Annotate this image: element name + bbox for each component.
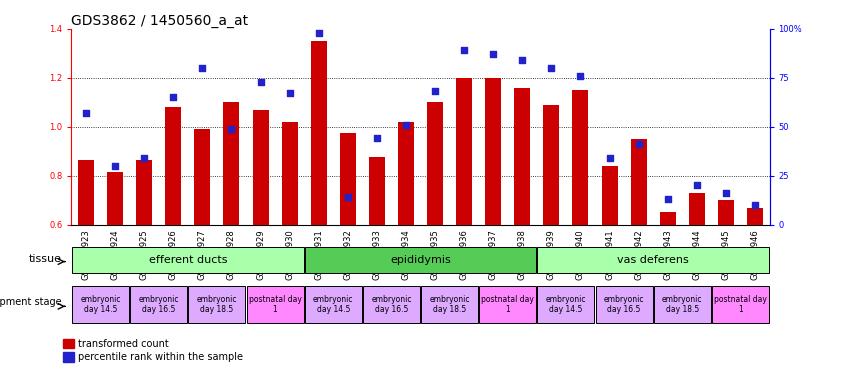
Bar (537, 286, 595, 323)
Point (399, 122, 413, 128)
Bar (747, 207, 763, 225)
Text: embryonic
day 14.5: embryonic day 14.5 (313, 295, 353, 314)
Point (137, 155, 151, 161)
Text: embryonic
day 16.5: embryonic day 16.5 (371, 295, 411, 314)
Bar (194, 129, 210, 225)
Text: epididymis: epididymis (390, 255, 451, 265)
Text: embryonic
day 16.5: embryonic day 16.5 (139, 295, 179, 314)
Text: postnatal day
1: postnatal day 1 (481, 295, 534, 314)
Point (312, 30, 325, 36)
Bar (130, 286, 188, 323)
Bar (224, 102, 240, 225)
Bar (653, 286, 711, 323)
Bar (573, 90, 589, 225)
Point (748, 202, 762, 208)
Bar (479, 286, 537, 323)
Bar (718, 200, 734, 225)
Point (254, 79, 267, 85)
Bar (304, 247, 537, 273)
Text: transformed count: transformed count (78, 339, 168, 349)
Bar (543, 105, 559, 225)
Text: vas deferens: vas deferens (617, 255, 689, 265)
Point (661, 196, 674, 202)
Bar (689, 193, 705, 225)
Point (545, 65, 558, 71)
Bar (601, 166, 617, 225)
Text: embryonic
day 18.5: embryonic day 18.5 (662, 295, 702, 314)
Text: postnatal day
1: postnatal day 1 (249, 295, 302, 314)
Point (108, 163, 122, 169)
Bar (456, 78, 472, 225)
Bar (595, 286, 653, 323)
Bar (246, 286, 304, 323)
Bar (340, 133, 356, 225)
Point (370, 136, 383, 142)
Bar (712, 286, 769, 323)
Point (574, 73, 587, 79)
Text: development stage: development stage (0, 297, 62, 307)
Point (632, 141, 645, 147)
Point (690, 182, 704, 189)
Text: tissue: tissue (29, 254, 62, 264)
Bar (659, 212, 675, 225)
Point (603, 155, 616, 161)
Bar (78, 160, 94, 225)
Bar (515, 88, 531, 225)
Text: embryonic
day 16.5: embryonic day 16.5 (604, 295, 644, 314)
Text: GDS3862 / 1450560_a_at: GDS3862 / 1450560_a_at (71, 14, 248, 28)
Point (341, 194, 355, 200)
Bar (252, 109, 268, 225)
Bar (136, 160, 152, 225)
Point (79, 110, 93, 116)
Point (283, 90, 296, 96)
Point (196, 65, 209, 71)
Point (719, 190, 733, 196)
Bar (304, 286, 362, 323)
Point (516, 57, 529, 63)
Point (428, 88, 442, 94)
Bar (282, 122, 298, 225)
Bar (63, 352, 74, 362)
Bar (631, 139, 647, 225)
Bar (421, 286, 478, 323)
Bar (485, 78, 501, 225)
Text: embryonic
day 18.5: embryonic day 18.5 (197, 295, 237, 314)
Point (167, 94, 180, 100)
Point (225, 126, 238, 132)
Bar (107, 172, 123, 225)
Bar (63, 339, 74, 348)
Bar (363, 286, 420, 323)
Point (486, 51, 500, 57)
Text: embryonic
day 18.5: embryonic day 18.5 (430, 295, 470, 314)
Bar (398, 122, 414, 225)
Bar (369, 157, 385, 225)
Bar (427, 102, 443, 225)
Bar (72, 286, 129, 323)
Text: embryonic
day 14.5: embryonic day 14.5 (81, 295, 121, 314)
Text: efferent ducts: efferent ducts (149, 255, 227, 265)
Text: percentile rank within the sample: percentile rank within the sample (78, 352, 243, 362)
Bar (72, 247, 304, 273)
Bar (310, 41, 326, 225)
Bar (188, 286, 246, 323)
Text: embryonic
day 14.5: embryonic day 14.5 (546, 295, 586, 314)
Point (458, 47, 471, 53)
Text: postnatal day
1: postnatal day 1 (714, 295, 767, 314)
Bar (537, 247, 769, 273)
Bar (166, 107, 182, 225)
